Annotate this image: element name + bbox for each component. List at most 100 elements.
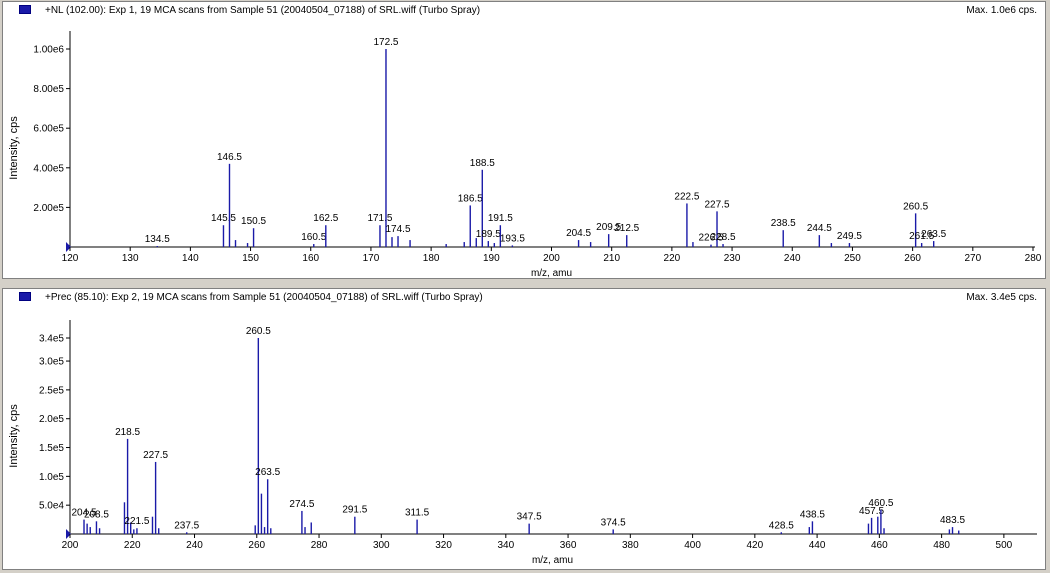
legend-swatch[interactable] [19,292,31,301]
x-tick-label: 120 [62,253,79,264]
peak-label: 260.5 [246,326,271,337]
x-tick-label: 240 [784,253,801,264]
peak-label: 249.5 [837,231,862,242]
peak-label: 218.5 [115,427,140,438]
peak-label: 221.5 [124,516,149,527]
spectrum-pane-prec: +Prec (85.10): Exp 2, 19 MCA scans from … [2,288,1046,570]
x-tick-label: 140 [182,253,199,264]
x-axis-label: m/z, amu [531,268,572,278]
axis-origin-marker [66,529,71,539]
peak-label: 237.5 [174,520,199,531]
x-tick-label: 210 [603,253,620,264]
peak-label: 460.5 [868,498,893,509]
peak-label: 274.5 [289,499,314,510]
peak-label: 162.5 [313,213,338,224]
x-axis-label: m/z, amu [532,555,573,566]
y-tick-label: 4.00e5 [33,163,64,174]
peak-label: 457.5 [859,506,884,517]
x-tick-label: 480 [933,540,950,551]
x-tick-label: 460 [871,540,888,551]
x-tick-label: 400 [684,540,701,551]
peak-label: 261.5 [909,231,934,242]
y-tick-label: 2.00e5 [33,203,64,214]
x-tick-label: 270 [964,253,981,264]
peak-label: 188.5 [470,158,495,169]
peak-label: 209.5 [596,222,621,233]
max-intensity-label: Max. 1.0e6 cps. [966,5,1037,16]
peak-label: 204.5 [71,508,96,519]
x-tick-label: 260 [248,540,265,551]
peak-label: 244.5 [807,223,832,234]
x-tick-label: 230 [724,253,741,264]
peak-label: 263.5 [255,467,280,478]
peak-label: 438.5 [800,509,825,520]
pane-title-bar: +Prec (85.10): Exp 2, 19 MCA scans from … [3,289,1045,307]
x-tick-label: 200 [543,253,560,264]
spectrum-title: +Prec (85.10): Exp 2, 19 MCA scans from … [45,292,483,303]
peak-label: 160.5 [301,232,326,243]
x-tick-label: 160 [302,253,319,264]
x-tick-label: 440 [809,540,826,551]
y-axis-label: Intensity, cps [8,116,20,180]
max-intensity-label: Max. 3.4e5 cps. [966,292,1037,303]
peak-label: 204.5 [566,228,591,239]
x-tick-label: 180 [423,253,440,264]
pane-title-bar: +NL (102.00): Exp 1, 19 MCA scans from S… [3,2,1045,20]
x-tick-label: 250 [844,253,861,264]
x-tick-label: 190 [483,253,500,264]
peak-label: 146.5 [217,152,242,163]
peak-label: 228.5 [711,232,736,243]
peak-label: 171.5 [367,213,392,224]
x-tick-label: 220 [664,253,681,264]
peak-label: 227.5 [705,199,730,210]
y-tick-label: 6.00e5 [33,124,64,135]
peak-label: 193.5 [500,233,525,244]
y-tick-label: 2.0e5 [39,414,64,425]
x-tick-label: 240 [186,540,203,551]
spectrum-pane-nl: +NL (102.00): Exp 1, 19 MCA scans from S… [2,1,1046,279]
x-tick-label: 200 [62,540,79,551]
x-tick-label: 340 [497,540,514,551]
x-tick-label: 360 [560,540,577,551]
peak-label: 238.5 [771,218,796,229]
peak-label: 208.5 [84,509,109,520]
peak-label: 227.5 [143,450,168,461]
y-axis-label: Intensity, cps [8,404,20,468]
peak-label: 189.5 [476,229,501,240]
y-tick-label: 8.00e5 [33,84,64,95]
y-tick-label: 5.0e4 [39,501,64,512]
x-tick-label: 380 [622,540,639,551]
x-tick-label: 170 [363,253,380,264]
x-tick-label: 320 [435,540,452,551]
peak-label: 483.5 [940,515,965,526]
peak-label: 222.5 [674,191,699,202]
y-tick-label: 1.5e5 [39,443,64,454]
y-tick-label: 3.4e5 [39,334,64,345]
peak-label: 374.5 [601,517,626,528]
peak-label: 174.5 [386,224,411,235]
peak-label: 150.5 [241,216,266,227]
peak-label: 291.5 [342,505,367,516]
peak-label: 134.5 [145,234,170,245]
peak-label: 260.5 [903,201,928,212]
peak-label: 226.5 [698,233,723,244]
peak-label: 186.5 [458,193,483,204]
y-tick-label: 3.0e5 [39,357,64,368]
spectrum-plot-nl[interactable]: 120 130 140 150 160 170 180 190 200 210 220 230 240 2… [3,2,1045,278]
peak-label: 311.5 [405,508,430,519]
spectrum-plot-prec[interactable]: 200 220 240 260 280 300 320 340 360 380 400 420 440 4… [3,289,1045,569]
peak-label: 428.5 [769,520,794,531]
peak-label: 145.5 [211,213,236,224]
x-tick-label: 130 [122,253,139,264]
peak-label: 191.5 [488,213,513,224]
peak-label: 347.5 [517,512,542,523]
legend-swatch[interactable] [19,5,31,14]
peak-label: 263.5 [921,229,946,240]
axis-origin-marker [66,242,71,252]
peak-label: 172.5 [373,37,398,48]
x-tick-label: 420 [746,540,763,551]
x-tick-label: 500 [996,540,1013,551]
x-tick-label: 280 [311,540,328,551]
y-tick-label: 2.5e5 [39,385,64,396]
x-tick-label: 220 [124,540,141,551]
